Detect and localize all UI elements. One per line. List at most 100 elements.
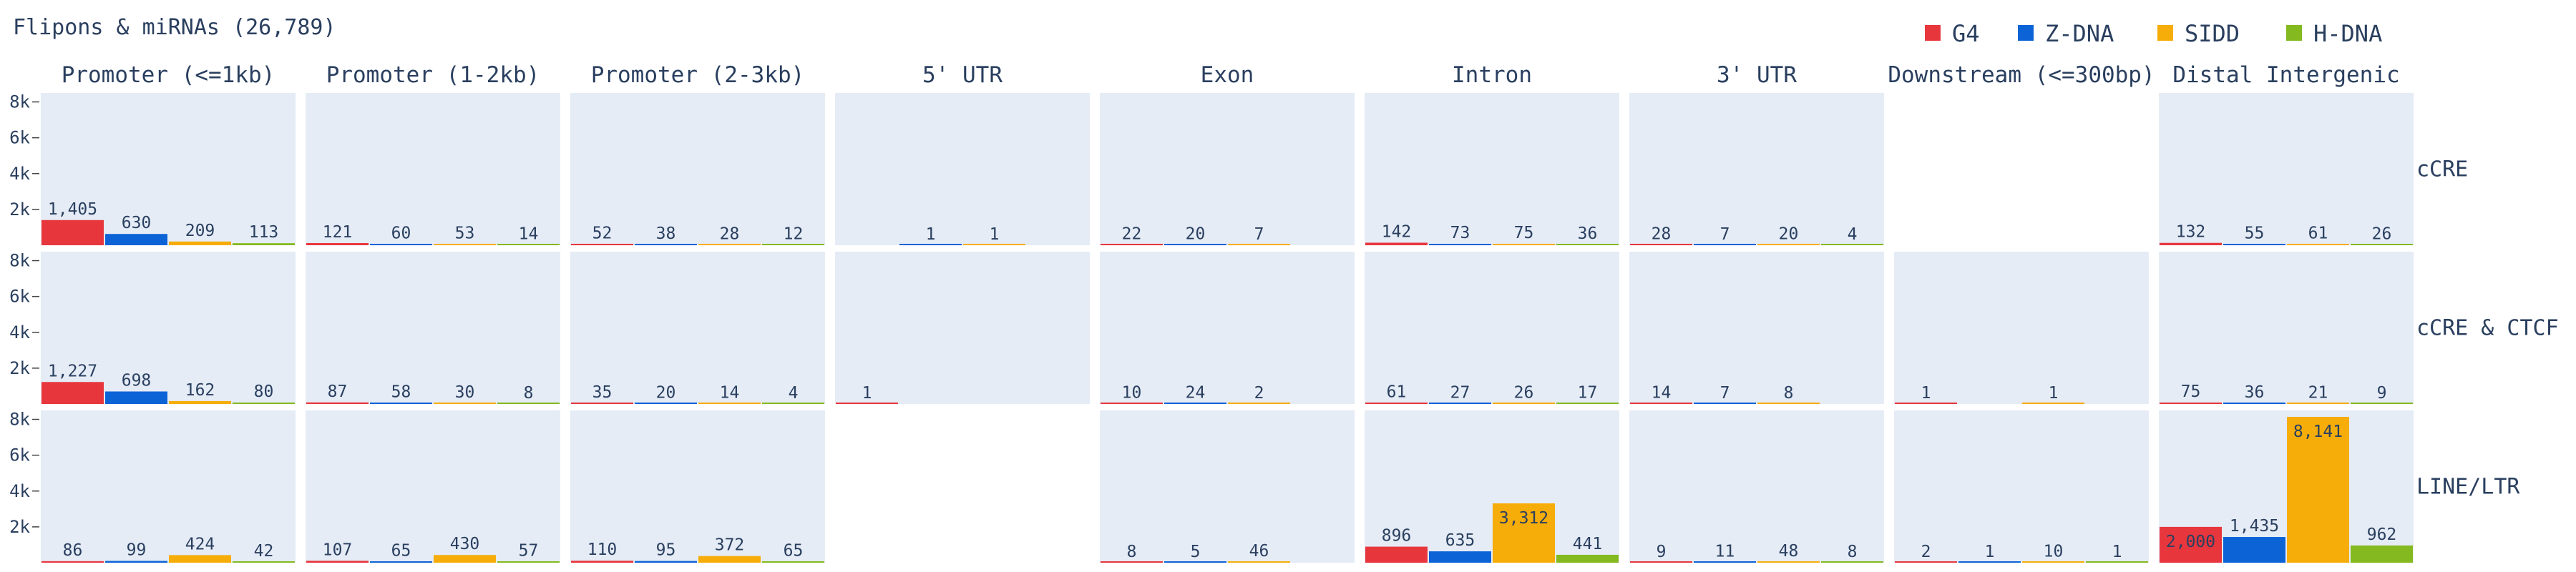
data-label: 8 [1848,543,1858,561]
bar-z-dna [1429,244,1491,245]
y-tick-label: 8k [9,410,30,430]
bar-sidd [2022,561,2084,563]
legend[interactable]: G4 Z-DNA SIDD H-DNA [1925,20,2382,47]
panel-background [41,252,296,404]
panel-background [1365,93,1619,245]
data-label: 162 [185,381,215,400]
y-tick-label: 8k [9,92,30,112]
data-label: 61 [1387,383,1407,401]
data-label: 26 [1514,383,1534,402]
panel-background [41,410,296,563]
data-label: 60 [391,224,411,242]
data-label: 38 [656,225,676,243]
bar-g4 [1630,244,1692,245]
bar-h-dna [762,403,824,404]
data-label: 11 [1715,543,1735,561]
y-axes: 2k 4k 6k 8k 2k 4k 6k 8k 2k 4k 6k 8k [9,92,39,537]
y-tick-label: 4k [9,481,30,501]
bar-sidd [698,244,761,245]
column-title: Promoter (1-2kb) [326,62,540,88]
row-title: LINE/LTR [2416,475,2520,500]
bar-h-dna [1556,244,1619,245]
legend-swatch-g4 [1925,25,1941,41]
data-label: 1 [2112,543,2122,561]
bar-z-dna [1694,561,1756,563]
panel-background [835,252,1090,404]
data-label: 28 [720,225,740,243]
y-tick-label: 2k [9,517,30,537]
bar-sidd [1493,244,1555,245]
data-label: 1 [1985,543,1995,561]
data-label: 10 [2044,543,2064,561]
bar-sidd [169,555,231,563]
data-label: 27 [1450,383,1470,402]
bar-sidd [434,403,496,404]
data-label: 1 [990,225,1000,244]
panel-background [1629,93,1884,245]
data-label: 5 [1191,543,1201,561]
column-title: Distal Intergenic [2172,62,2399,88]
row-title: cCRE & CTCF [2416,316,2559,341]
bar-sidd [169,400,231,404]
data-label: 9 [2377,384,2387,403]
chart-title: Flipons & miRNAs (26,789) [13,15,336,40]
bar-z-dna [370,561,432,563]
data-label: 86 [63,541,83,560]
bar-z-dna [2223,537,2285,563]
bar-sidd [2287,416,2349,563]
bar-h-dna [233,402,295,404]
y-tick-label: 2k [9,199,30,220]
bar-sidd [434,555,496,563]
panel-background [1365,252,1619,404]
bar-g4 [2160,242,2222,245]
bar-h-dna [1556,554,1619,563]
data-label: 87 [328,383,348,401]
data-label: 75 [2181,383,2201,401]
data-label: 22 [1122,225,1142,243]
data-label: 17 [1578,384,1598,403]
bar-g4 [1365,546,1428,563]
y-tick-label: 6k [9,445,30,465]
data-label: 4 [1848,225,1858,244]
bar-z-dna [2223,403,2285,404]
bar-g4 [1101,244,1163,245]
data-label: 20 [1779,225,1799,243]
panel-background [2159,93,2414,245]
data-label: 36 [1578,225,1598,243]
panel-background [570,410,825,563]
bar-sidd [1228,244,1290,245]
row-titles: cCRE cCRE & CTCF LINE/LTR [2416,157,2559,500]
bar-sidd [1757,244,1820,245]
data-label: 8 [1784,384,1794,403]
y-tick-label: 4k [9,322,30,342]
bar-sidd [2022,403,2084,404]
data-label: 10 [1122,384,1142,403]
bar-g4 [571,244,633,245]
bar-h-dna [2351,244,2413,245]
panel-background [2159,252,2414,404]
bar-z-dna [1164,244,1226,245]
bar-h-dna [2351,403,2413,404]
data-label: 630 [122,214,152,232]
data-label: 1,227 [48,362,97,380]
y-tick-label: 2k [9,358,30,378]
bar-g4 [1630,403,1692,404]
bar-g4 [836,403,898,404]
bar-h-dna [497,403,560,404]
bar-z-dna [370,244,432,245]
bar-z-dna [1164,561,1226,563]
column-title: Promoter (<=1kb) [62,62,275,88]
data-label: 73 [1450,224,1470,242]
bar-h-dna [1821,244,1883,245]
data-label: 132 [2176,223,2206,242]
bar-z-dna [635,561,697,563]
data-label: 7 [1720,384,1730,403]
column-title: Promoter (2-3kb) [591,62,805,88]
panel-background [1100,252,1355,404]
bar-z-dna [1429,551,1491,563]
data-label: 20 [656,383,676,402]
bar-z-dna [105,391,167,404]
bar-g4 [1630,561,1692,563]
